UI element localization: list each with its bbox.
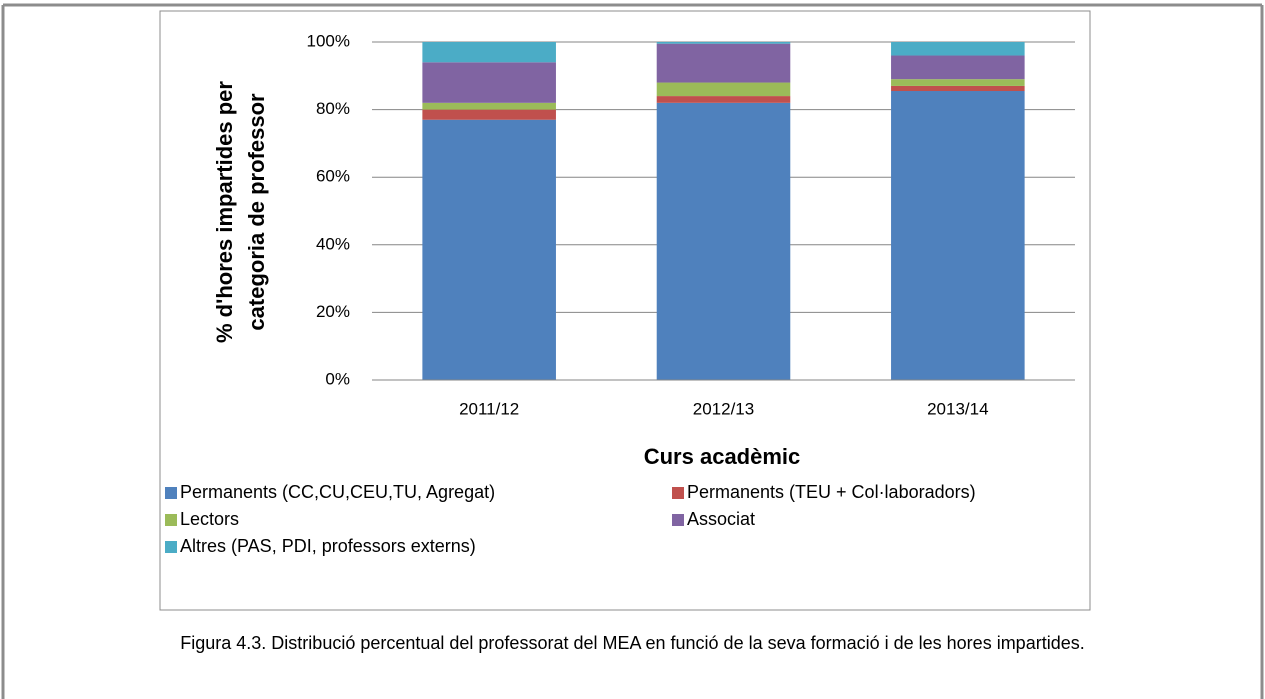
bar-segment [656,96,791,103]
legend-label: Lectors [180,509,239,529]
y-tick-label: 0% [325,369,350,388]
bar-segment [422,109,556,120]
y-tick-label: 40% [316,234,350,253]
bar-segment [656,43,791,83]
bar-segment [422,102,556,110]
bar-segment [891,91,1025,380]
legend-swatch [165,514,177,526]
bar-segment [422,42,556,63]
bar-segment [656,82,791,97]
legend-swatch [165,541,177,553]
bar-segment [891,79,1025,86]
bar-segment [891,55,1025,80]
caption: Figura 4.3. Distribució percentual del p… [180,633,1085,653]
y-axis-title: categoria de professor [244,93,269,331]
legend-swatch [165,487,177,499]
legend-swatch [672,514,684,526]
bar-segment [891,85,1025,92]
y-tick-label: 20% [316,302,350,321]
legend-label: Permanents (TEU + Col·laboradors) [687,482,976,502]
legend-swatch [672,487,684,499]
bar-segment [656,102,791,380]
bar-segment [422,62,556,103]
bar-segment [656,42,791,44]
bar-segment [891,42,1025,56]
y-axis-title: % d'hores impartides per [212,81,237,343]
x-tick-label: 2012/13 [693,399,754,418]
bar-segment [422,119,556,381]
y-tick-label: 60% [316,167,350,186]
y-tick-label: 100% [307,31,350,50]
legend-label: Permanents (CC,CU,CEU,TU, Agregat) [180,482,495,502]
legend-label: Associat [687,509,755,529]
x-tick-label: 2013/14 [927,399,988,418]
y-tick-label: 80% [316,99,350,118]
x-tick-label: 2011/12 [459,399,519,418]
legend-label: Altres (PAS, PDI, professors externs) [180,536,476,556]
x-axis-title: Curs acadèmic [644,444,801,469]
